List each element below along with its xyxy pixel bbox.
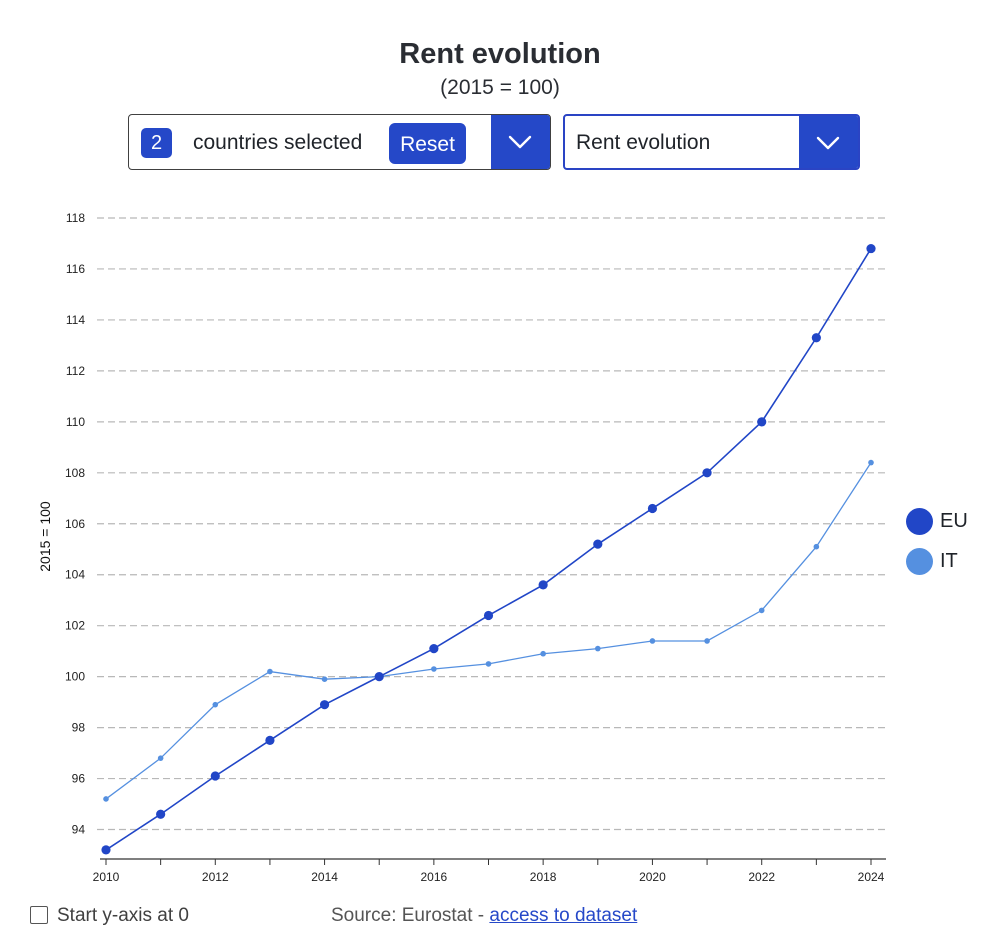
data-point-it bbox=[157, 755, 164, 761]
x-tick-label: 2022 bbox=[748, 870, 775, 884]
data-point-eu bbox=[866, 243, 876, 254]
data-point-it bbox=[540, 650, 546, 657]
y-tick-label: 104 bbox=[65, 568, 85, 582]
countries-selected-label: countries selected bbox=[193, 131, 363, 154]
x-tick-label: 2024 bbox=[858, 870, 885, 884]
y-tick-label: 116 bbox=[66, 262, 85, 276]
data-point-eu bbox=[647, 503, 658, 514]
x-tick-label: 2012 bbox=[202, 870, 229, 884]
y-tick-label: 100 bbox=[65, 670, 85, 684]
indicator-select[interactable]: Rent evolution bbox=[563, 114, 860, 170]
legend-label-it: IT bbox=[940, 550, 958, 572]
data-point-eu bbox=[156, 809, 166, 819]
y-tick-label: 106 bbox=[65, 517, 85, 531]
data-point-eu bbox=[811, 333, 821, 343]
y-tick-label: 110 bbox=[66, 415, 85, 429]
x-tick-label: 2016 bbox=[421, 870, 448, 884]
data-point-it bbox=[431, 666, 437, 672]
data-point-eu bbox=[757, 417, 767, 427]
data-point-eu bbox=[101, 845, 111, 855]
data-point-eu bbox=[593, 539, 603, 549]
data-point-it bbox=[868, 459, 874, 466]
legend-label-eu: EU bbox=[940, 510, 968, 532]
legend-marker-it bbox=[906, 548, 933, 575]
data-point-it bbox=[704, 638, 710, 644]
data-point-eu bbox=[374, 672, 384, 682]
y-tick-label: 94 bbox=[72, 823, 86, 837]
start-y-axis-label: Start y-axis at 0 bbox=[57, 905, 189, 926]
y-tick-label: 102 bbox=[65, 619, 85, 633]
reset-button[interactable]: Reset bbox=[389, 123, 466, 164]
country-selector[interactable]: 2 countries selected Reset bbox=[128, 114, 551, 170]
source-text: Source: Eurostat - bbox=[331, 905, 490, 926]
data-point-it bbox=[813, 543, 820, 550]
chevron-down-icon bbox=[508, 135, 532, 149]
y-axis-title: 2015 = 100 bbox=[37, 501, 53, 572]
data-point-eu bbox=[702, 468, 712, 478]
data-point-eu bbox=[210, 771, 220, 781]
x-tick-label: 2018 bbox=[530, 870, 557, 884]
x-tick-label: 2010 bbox=[93, 870, 120, 884]
line-chart: 94 96 98 100 102 104 106 108 110 112 114 116 118 2010… bbox=[37, 211, 886, 884]
data-point-it bbox=[594, 645, 601, 652]
y-tick-label: 98 bbox=[72, 721, 86, 735]
data-point-eu bbox=[538, 580, 548, 590]
data-point-eu bbox=[319, 700, 330, 710]
data-point-it bbox=[485, 661, 492, 667]
y-tick-label: 112 bbox=[66, 364, 85, 378]
selected-count-badge: 2 bbox=[141, 128, 172, 158]
series-line-eu bbox=[105, 248, 872, 851]
source-note: Source: Eurostat - access to dataset bbox=[331, 905, 637, 927]
legend-marker-eu bbox=[906, 508, 933, 535]
access-dataset-link[interactable]: access to dataset bbox=[489, 905, 638, 926]
data-point-it bbox=[267, 668, 273, 675]
start-y-axis-checkbox[interactable] bbox=[30, 906, 48, 924]
x-tick-label: 2020 bbox=[639, 870, 666, 884]
indicator-dropdown-button[interactable] bbox=[799, 116, 858, 168]
chart-title: Rent evolution bbox=[399, 38, 601, 70]
data-point-eu bbox=[265, 735, 275, 745]
data-point-it bbox=[103, 796, 109, 802]
x-tick-label: 2014 bbox=[311, 870, 338, 884]
series-line-it bbox=[105, 462, 872, 800]
chevron-down-icon bbox=[816, 136, 840, 150]
y-tick-label: 114 bbox=[66, 313, 85, 327]
data-point-it bbox=[758, 607, 765, 614]
chart-subtitle: (2015 = 100) bbox=[440, 76, 560, 99]
y-tick-label: 108 bbox=[65, 466, 85, 480]
data-point-eu bbox=[483, 610, 494, 621]
data-point-it bbox=[649, 638, 656, 644]
y-tick-label: 118 bbox=[66, 211, 85, 225]
indicator-selected-value: Rent evolution bbox=[576, 131, 711, 154]
data-point-eu bbox=[429, 644, 439, 654]
data-point-it bbox=[321, 676, 328, 682]
data-point-it bbox=[212, 701, 219, 708]
y-tick-label: 96 bbox=[72, 772, 86, 786]
country-dropdown-button[interactable] bbox=[491, 115, 550, 169]
